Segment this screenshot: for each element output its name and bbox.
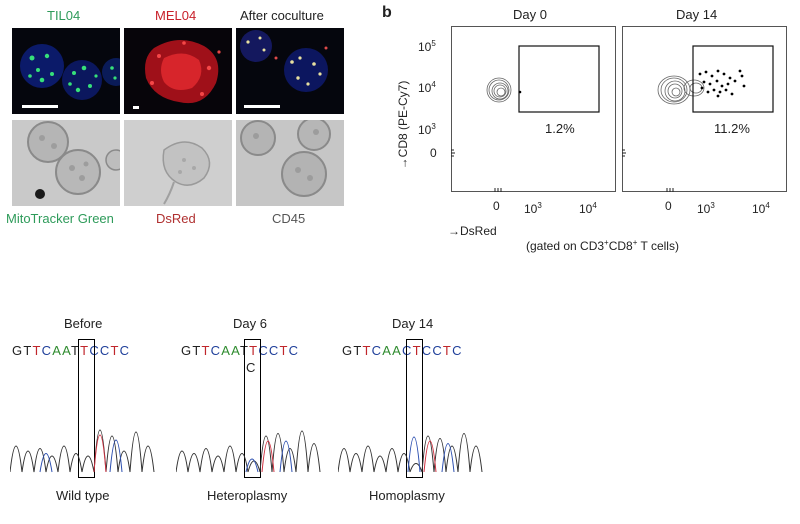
plot-title-day14: Day 14 [676, 7, 718, 22]
til04-brightfield-image [12, 120, 120, 206]
x-tick-1e4-b: 104 [752, 201, 770, 216]
highlight-box [244, 339, 261, 478]
x-tick-0-a: 0 [493, 199, 500, 213]
after-coculture-brightfield-image [236, 120, 344, 206]
gate-percent-day0: 1.2% [545, 121, 575, 136]
sequence-text: GTTCAACTCCTC [342, 343, 463, 358]
highlight-box [78, 339, 95, 478]
plot-title-day0: Day 0 [513, 7, 547, 22]
chromatogram-caption: Heteroplasmy [207, 488, 288, 503]
y-tick-1e3: 103 [418, 122, 436, 137]
secondary-base-call: C [246, 360, 256, 375]
til04-title: TIL04 [47, 8, 81, 23]
after-coculture-title: After coculture [240, 8, 324, 23]
x-tick-1e3-a: 103 [524, 201, 542, 216]
flow-plot-day14 [622, 26, 787, 192]
x-tick-0-b: 0 [665, 199, 672, 213]
mitotracker-label: MitoTracker Green [6, 211, 114, 226]
sequence-text: GTTCAATTCCTC [181, 343, 300, 358]
y-tick-1e4: 104 [418, 80, 436, 95]
y-tick-1e5: 105 [418, 39, 436, 54]
panel-b-letter: b [382, 4, 392, 21]
mel04-title: MEL04 [155, 8, 197, 23]
chromatogram-title: Day 6 [233, 316, 267, 331]
x-tick-1e3-b: 103 [697, 201, 715, 216]
trace [176, 430, 321, 473]
flow-xlabel: →DsRed [448, 224, 497, 238]
mel04-brightfield-image [124, 120, 232, 206]
x-tick-1e4-a: 104 [579, 201, 597, 216]
flow-ylabel: →CD8 (PE-Cy7) [396, 80, 410, 170]
y-tick-0: 0 [430, 146, 437, 160]
til04-fluorescence-image [12, 28, 120, 114]
chromatogram-caption: Homoplasmy [369, 488, 445, 503]
flow-plot-day0 [451, 26, 616, 192]
chromatogram-caption: Wild type [56, 488, 110, 503]
after-coculture-fluorescence-image [236, 28, 344, 114]
cd45-label: CD45 [272, 211, 306, 226]
highlight-box [406, 339, 423, 478]
sequence-text: GTTCAATTCCTC [12, 343, 131, 358]
mel04-fluorescence-image [124, 28, 232, 114]
gate-percent-day14: 11.2% [714, 121, 750, 136]
chromatogram-title: Before [64, 316, 103, 331]
gating-note: (gated on CD3+CD8+ T cells) [526, 238, 679, 253]
trace [338, 433, 483, 473]
trace [10, 429, 155, 473]
dsred-label: DsRed [156, 211, 196, 226]
chromatogram-title: Day 14 [392, 316, 434, 331]
